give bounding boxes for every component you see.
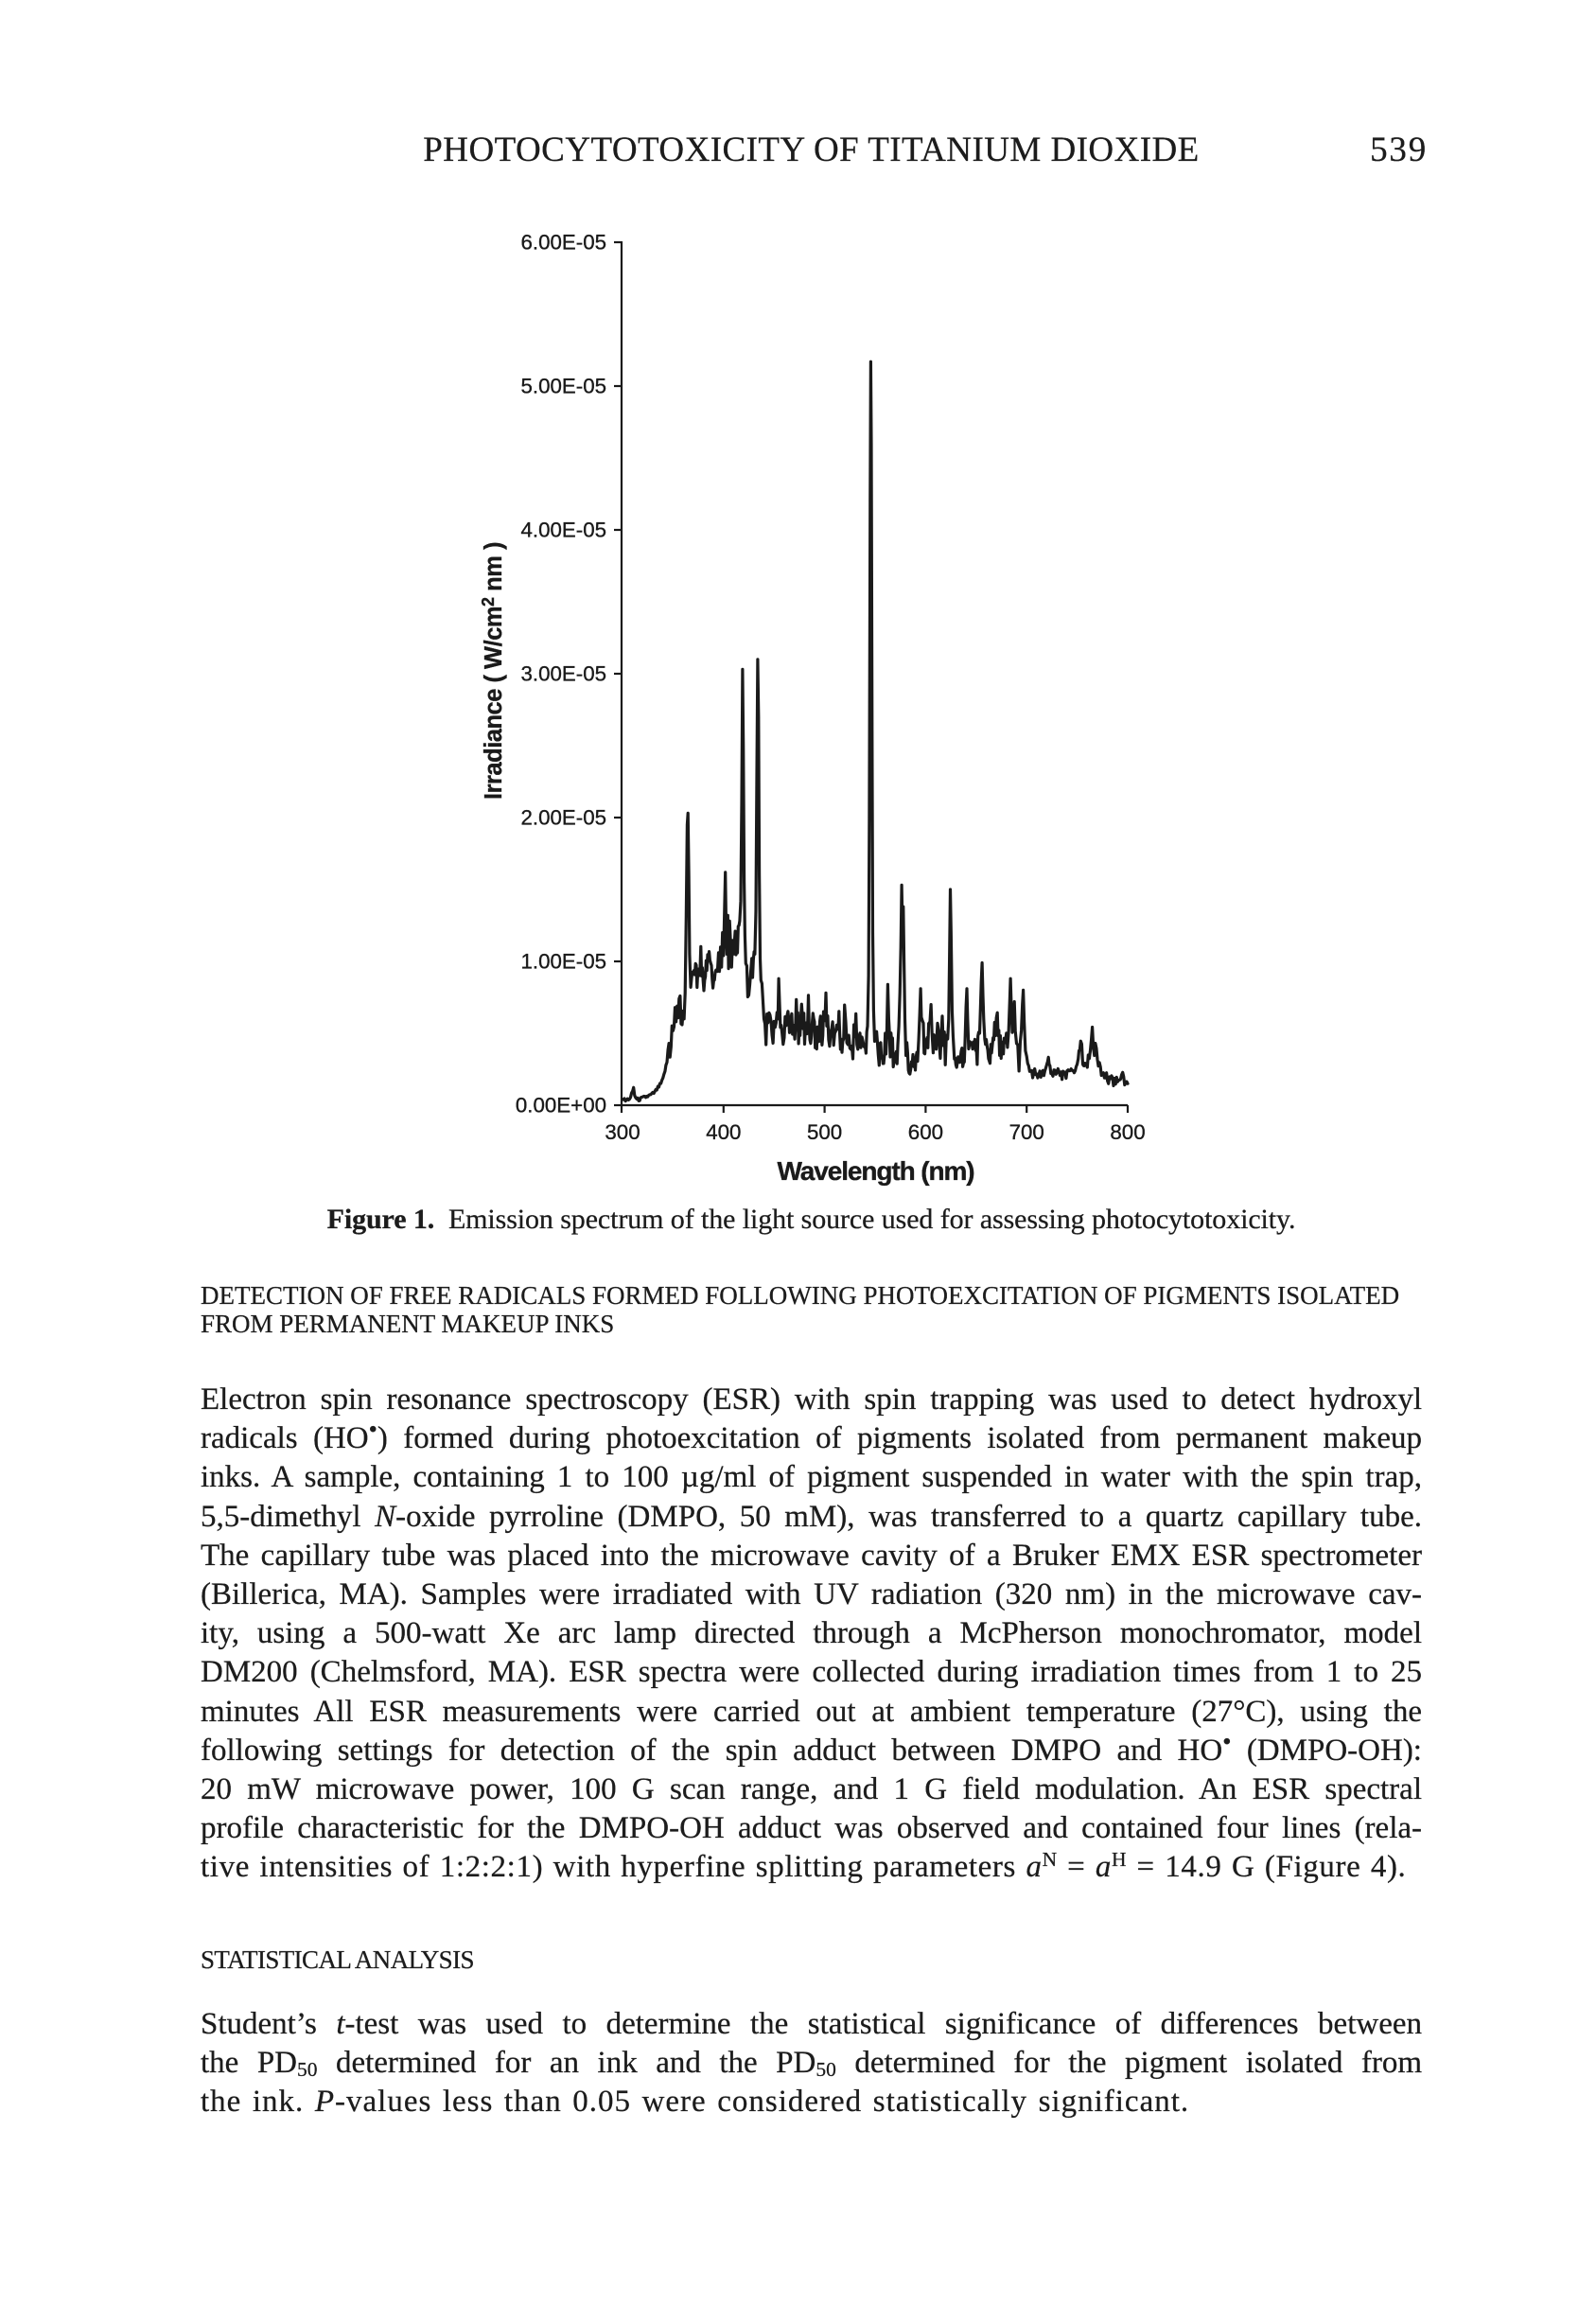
svg-text:700: 700 (1009, 1120, 1044, 1144)
svg-text:300: 300 (605, 1120, 640, 1144)
svg-text:Wavelength (nm): Wavelength (nm) (777, 1156, 973, 1186)
svg-text:0.00E+00: 0.00E+00 (516, 1094, 606, 1118)
svg-text:Irradiance ( W/cm2 nm ): Irradiance ( W/cm2 nm ) (479, 542, 507, 800)
svg-text:6.00E-05: 6.00E-05 (521, 231, 607, 255)
svg-text:500: 500 (807, 1120, 842, 1144)
svg-text:800: 800 (1110, 1120, 1145, 1144)
svg-text:3.00E-05: 3.00E-05 (521, 662, 607, 686)
svg-text:400: 400 (706, 1120, 741, 1144)
svg-text:5.00E-05: 5.00E-05 (521, 375, 607, 398)
svg-text:4.00E-05: 4.00E-05 (521, 519, 607, 542)
svg-text:2.00E-05: 2.00E-05 (521, 806, 607, 830)
svg-text:600: 600 (908, 1120, 943, 1144)
svg-text:1.00E-05: 1.00E-05 (521, 950, 607, 974)
